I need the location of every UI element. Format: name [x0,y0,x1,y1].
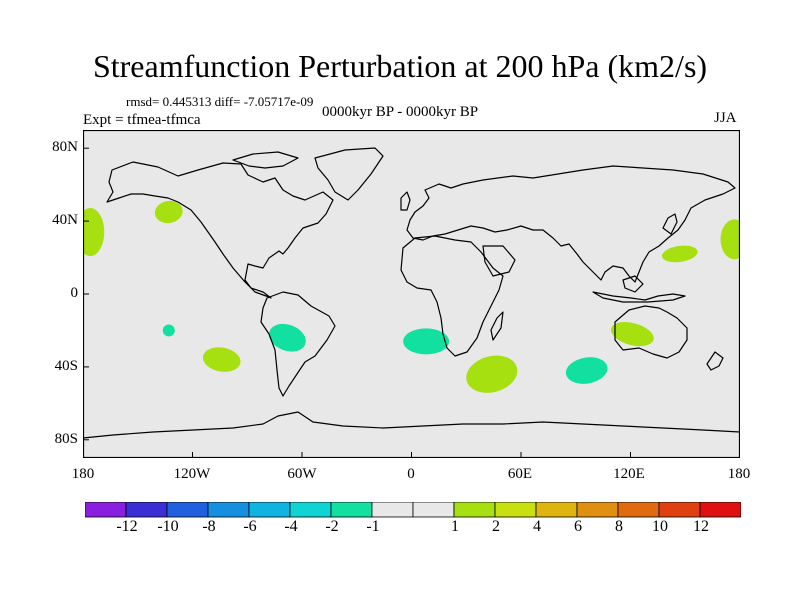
coast-north-america [106,161,334,299]
colorbar-label: -1 [366,518,380,535]
map-plot [83,130,740,458]
anomaly-contour [162,324,175,337]
colorbar-swatch [371,502,414,518]
coast-new-zealand [706,351,724,371]
colorbar-swatch [289,502,332,518]
x-tick-60e: 60E [507,466,533,482]
anomaly-contour [610,322,654,347]
anomaly-contour [83,208,105,257]
anomaly-contour [403,328,450,355]
colorbar-swatch [166,502,209,518]
colorbar-label: 6 [574,518,582,535]
y-tick-40s: 40S [54,358,78,374]
anomaly-contour [565,357,608,384]
colorbar-swatch [248,502,291,518]
period-line: 0000kyr BP - 0000kyr BP [322,104,479,120]
coast-south-america [260,291,336,397]
y-tick-80n: 80N [52,139,78,155]
colorbar-swatch [617,502,660,518]
y-tick-80s: 80S [54,431,78,447]
colorbar-label: 2 [492,518,500,535]
colorbar-swatch [494,502,537,518]
colorbar-label: -6 [243,518,257,535]
coast-greenland [314,147,384,201]
coast-japan [662,213,678,235]
anomaly-contour [154,200,183,224]
x-tick-180e: 180 [727,466,751,482]
y-tick-40n: 40N [52,212,78,228]
anomaly-layer [83,200,740,393]
coast-australia [614,305,688,359]
coast-borneo [622,275,644,293]
colorbar-swatch [207,502,250,518]
colorbar-swatch [85,502,127,518]
colorbar-label: 4 [533,518,541,535]
x-tick-180w: 180 [71,466,95,482]
anomaly-contour [269,323,306,352]
coast-indonesia [592,291,686,303]
season-label: JJA [714,110,737,126]
map-background [83,130,740,458]
colorbar-label: -2 [325,518,339,535]
colorbar-swatch [658,502,701,518]
x-tick-60w: 60W [287,466,317,482]
x-tick-0: 0 [407,466,415,482]
colorbar-label: 1 [451,518,459,535]
anomaly-contour [720,219,740,260]
coast-eurasia [406,165,736,283]
colorbar-swatch [412,502,455,518]
anomaly-contour [661,245,698,263]
colorbar-label: 10 [652,518,668,535]
colorbar-swatch [535,502,578,518]
chart-title: Streamfunction Perturbation at 200 hPa (… [92,48,708,84]
colorbar-label: 12 [693,518,709,535]
anomaly-contour [466,355,518,393]
y-tick-0: 0 [70,285,79,301]
coast-antarctica [83,411,740,439]
colorbar-swatch [699,502,741,518]
coast-arabia [482,245,516,277]
coast-africa [400,235,504,357]
coastlines [83,147,740,439]
coast-arctic-islands [232,151,299,169]
axis-ticks [83,147,631,458]
colorbar-swatch [330,502,373,518]
colorbar-label: -4 [284,518,298,535]
colorbar-label: -10 [157,518,179,535]
colorbar-label: -12 [116,518,138,535]
colorbar-swatch [125,502,168,518]
colorbar [85,502,741,518]
stats-line: rmsd= 0.445313 diff= -7.05717e-09 [126,94,314,109]
experiment-line: Expt = tfmea-tfmca [83,112,201,128]
x-tick-120w: 120W [173,466,211,482]
colorbar-swatch [576,502,619,518]
coast-british-isles [400,191,411,211]
anomaly-contour [202,347,241,372]
x-tick-120e: 120E [613,466,645,482]
colorbar-label: 8 [615,518,623,535]
colorbar-swatch [453,502,496,518]
colorbar-label: -8 [202,518,216,535]
coast-madagascar [490,311,504,341]
